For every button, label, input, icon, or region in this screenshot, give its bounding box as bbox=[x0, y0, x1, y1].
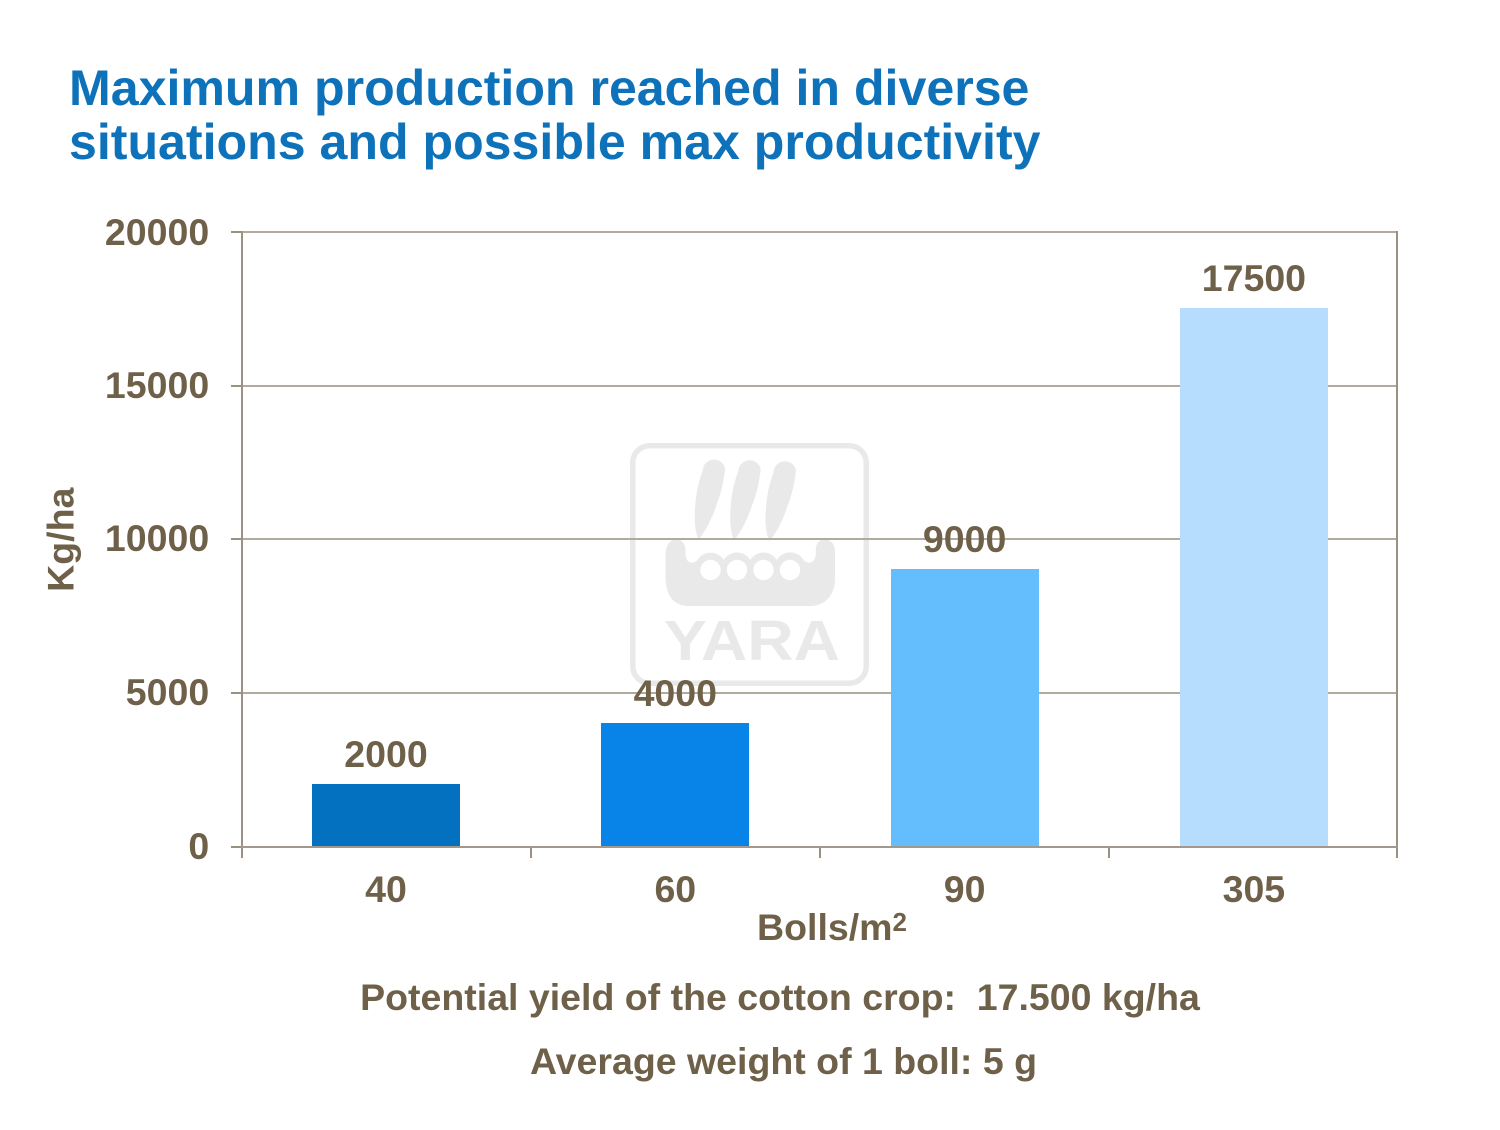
svg-text:YARA: YARA bbox=[664, 609, 840, 673]
